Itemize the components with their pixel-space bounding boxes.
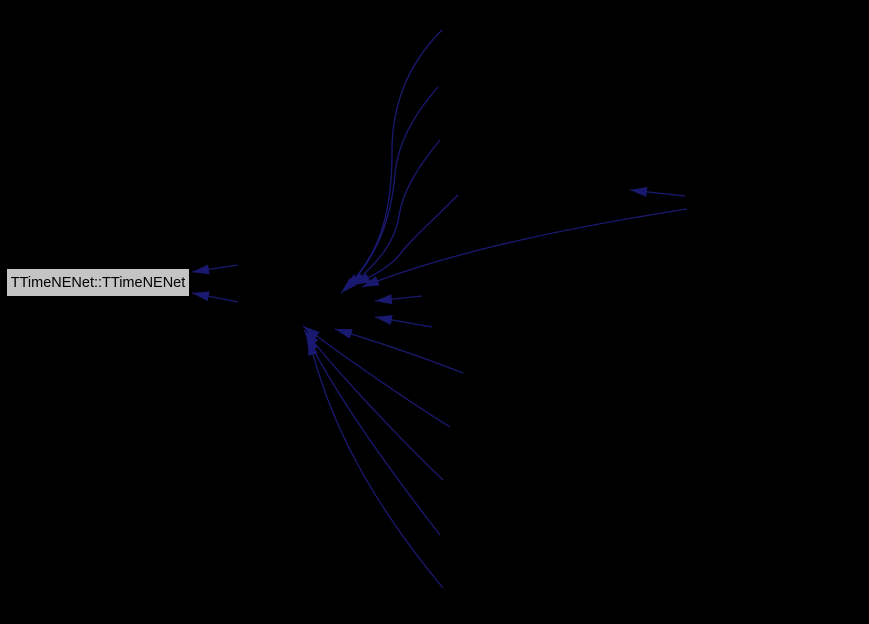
edge-mid1-to-root [191,264,239,275]
edge-bottom-fan-1 [334,328,464,374]
edge-right-node-link [629,186,686,197]
edge-top-fan-3 [348,139,441,288]
edge-far-right-to-center [361,208,688,288]
edge-top-fan-2 [344,86,439,291]
edge-top-fan-1 [340,29,443,294]
edge-mid2-to-root [191,291,239,303]
edge-right-short-1 [374,294,423,305]
edge-right-short-2 [374,315,433,328]
edge-bottom-fan-5 [307,337,444,589]
edge-bottom-fan-3 [303,329,444,481]
node-ttimenenet-constructor[interactable]: TTimeNENet::TTimeNENet [6,268,190,297]
edge-bottom-fan-4 [305,333,441,536]
